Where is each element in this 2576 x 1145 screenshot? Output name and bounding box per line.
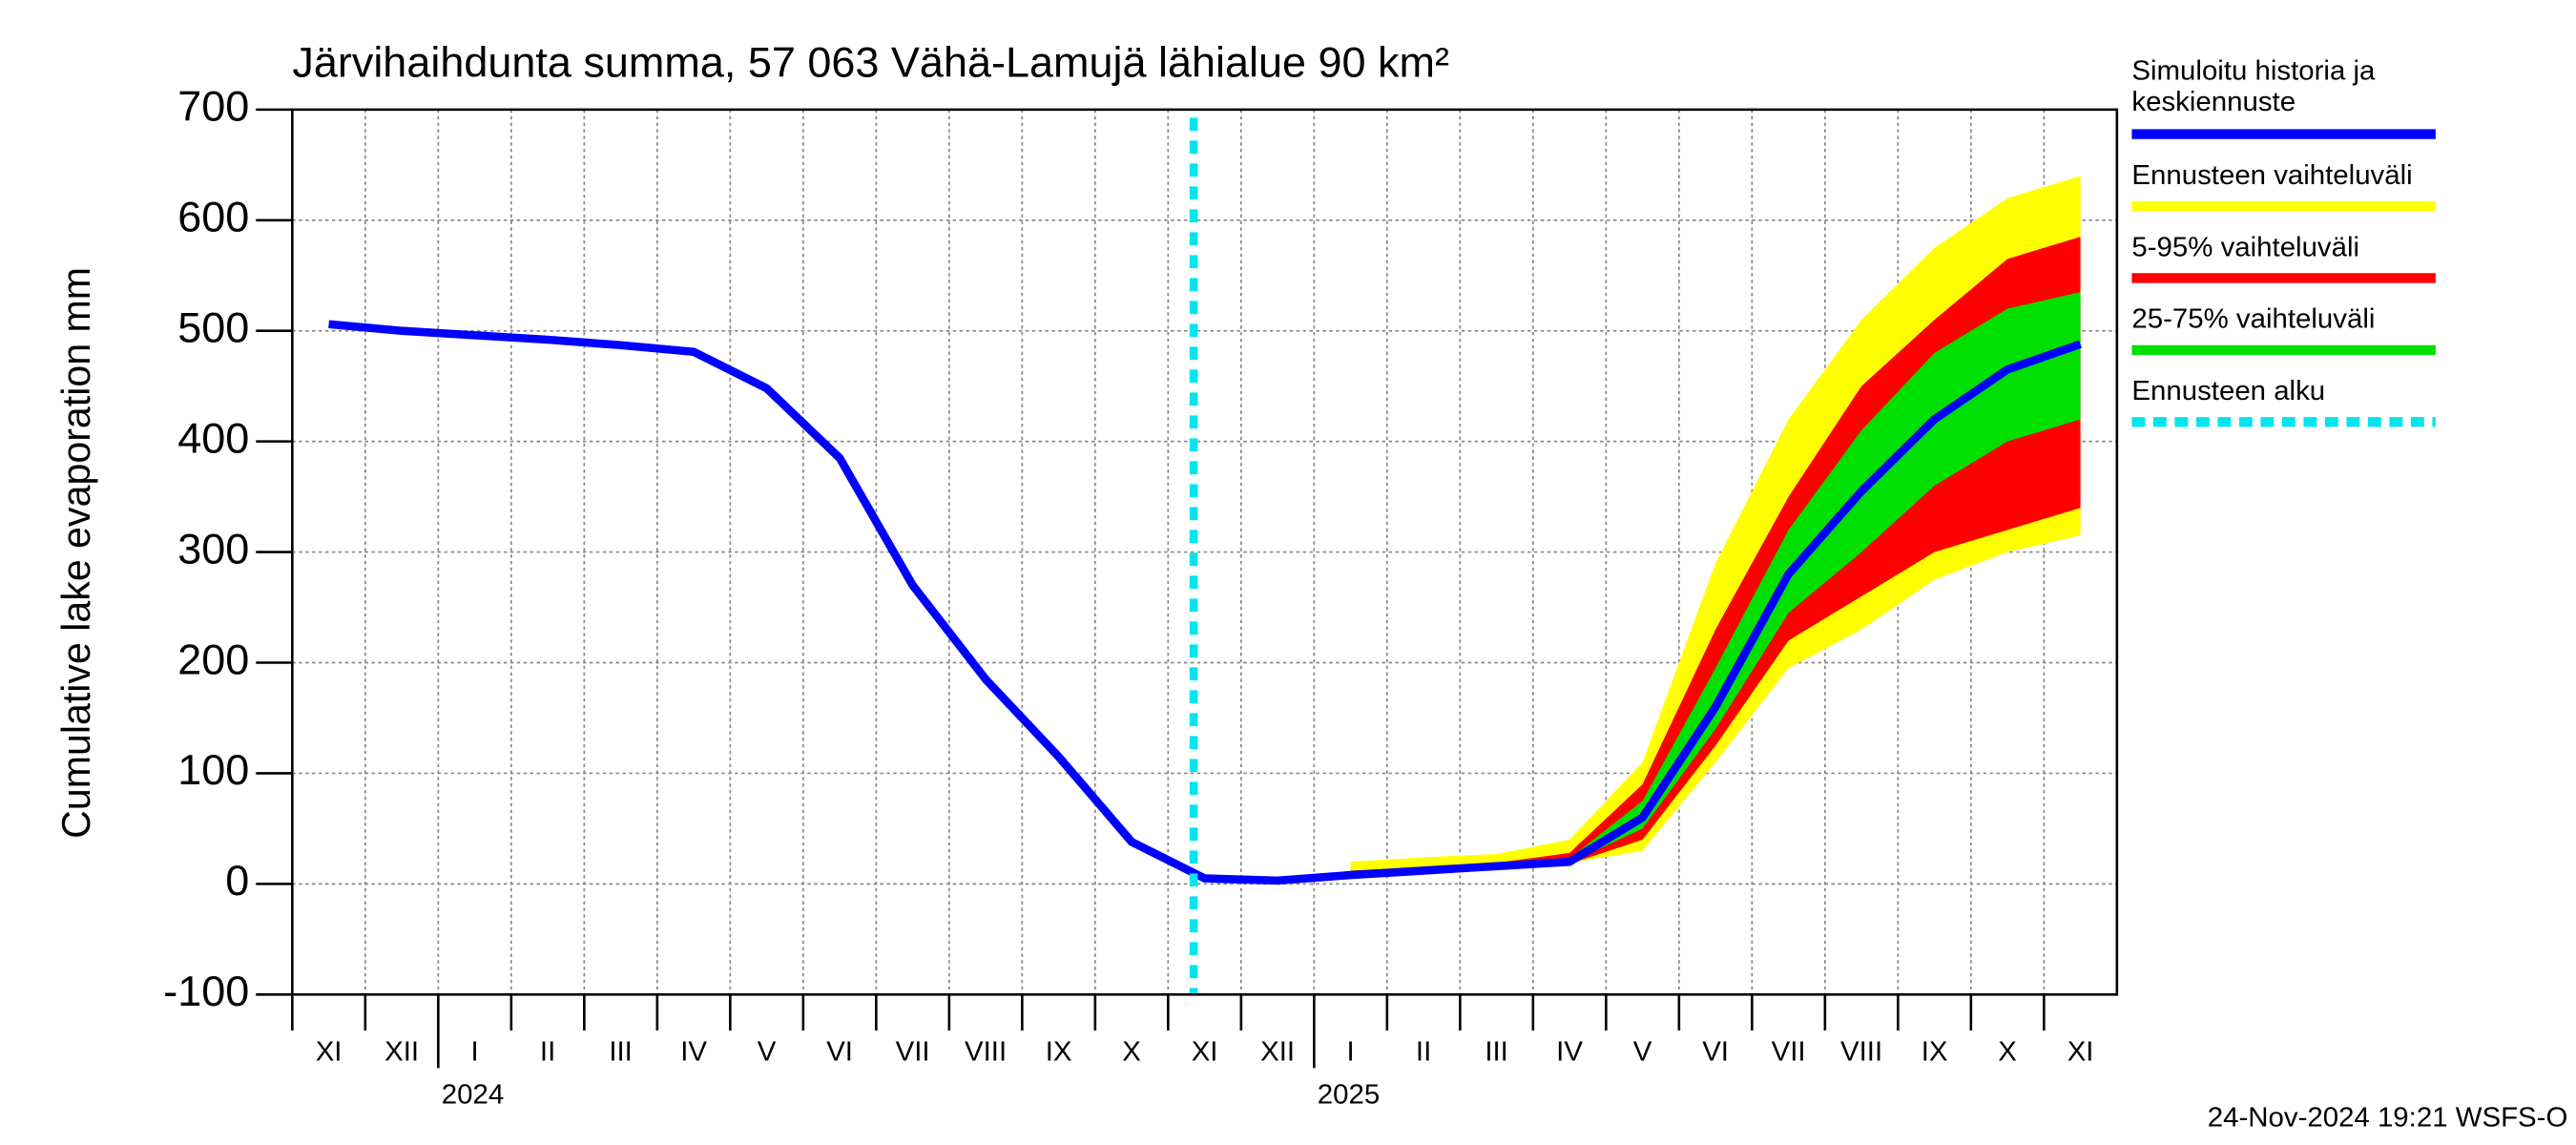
x-tick-label: IV — [680, 1036, 707, 1068]
x-tick-label: XI — [2067, 1036, 2094, 1068]
x-tick-label: VII — [1772, 1036, 1806, 1068]
x-tick-label: VIII — [965, 1036, 1007, 1068]
chart-title: Järvihaihdunta summa, 57 063 Vähä-Lamujä… — [292, 39, 1449, 87]
x-tick-label: VII — [896, 1036, 930, 1068]
x-tick-label: VIII — [1840, 1036, 1882, 1068]
y-tick-label: 600 — [177, 194, 249, 241]
x-tick-label: XI — [316, 1036, 343, 1068]
y-tick-label: 400 — [177, 415, 249, 463]
x-tick-label: XI — [1192, 1036, 1218, 1068]
x-tick-label: V — [758, 1036, 777, 1068]
y-tick-label: 0 — [225, 857, 249, 905]
x-tick-label: XII — [1260, 1036, 1295, 1068]
y-tick-label: -100 — [163, 968, 249, 1015]
y-axis-label: Cumulative lake evaporation mm — [54, 267, 98, 839]
x-tick-label: X — [1122, 1036, 1141, 1068]
x-tick-label: III — [609, 1036, 633, 1068]
legend-label: Ennusteen vaihteluväli — [2131, 159, 2412, 191]
y-tick-label: 100 — [177, 746, 249, 794]
footer: 24-Nov-2024 19:21 WSFS-O — [2208, 1101, 2568, 1133]
x-tick-label: V — [1633, 1036, 1652, 1068]
band-area — [1350, 292, 2081, 876]
mean-line — [328, 320, 2083, 885]
legend-label: 5-95% vaihteluväli — [2131, 231, 2359, 262]
year-label: 2025 — [1318, 1078, 1380, 1110]
x-tick-label: III — [1485, 1036, 1508, 1068]
y-tick-label: 300 — [177, 526, 249, 573]
x-tick-label: II — [1416, 1036, 1431, 1068]
legend-label: Simuloitu historia ja keskiennuste — [2131, 54, 2382, 116]
legend-label: Ennusteen alku — [2131, 375, 2325, 406]
x-tick-label: IV — [1556, 1036, 1583, 1068]
x-tick-label: VI — [826, 1036, 853, 1068]
x-tick-label: IX — [1922, 1036, 1948, 1068]
legend-label: 25-75% vaihteluväli — [2131, 303, 2375, 335]
y-tick-label: 500 — [177, 304, 249, 352]
band-area — [1350, 176, 2081, 876]
y-tick-label: 200 — [177, 635, 249, 683]
y-tick-label: 700 — [177, 83, 249, 131]
x-tick-label: I — [471, 1036, 479, 1068]
x-tick-label: IX — [1046, 1036, 1072, 1068]
year-label: 2024 — [442, 1078, 504, 1110]
x-tick-label: XII — [384, 1036, 419, 1068]
x-tick-label: II — [540, 1036, 555, 1068]
x-tick-label: I — [1347, 1036, 1355, 1068]
x-tick-label: VI — [1702, 1036, 1729, 1068]
plot-frame — [291, 108, 2119, 996]
x-tick-label: X — [1998, 1036, 2017, 1068]
